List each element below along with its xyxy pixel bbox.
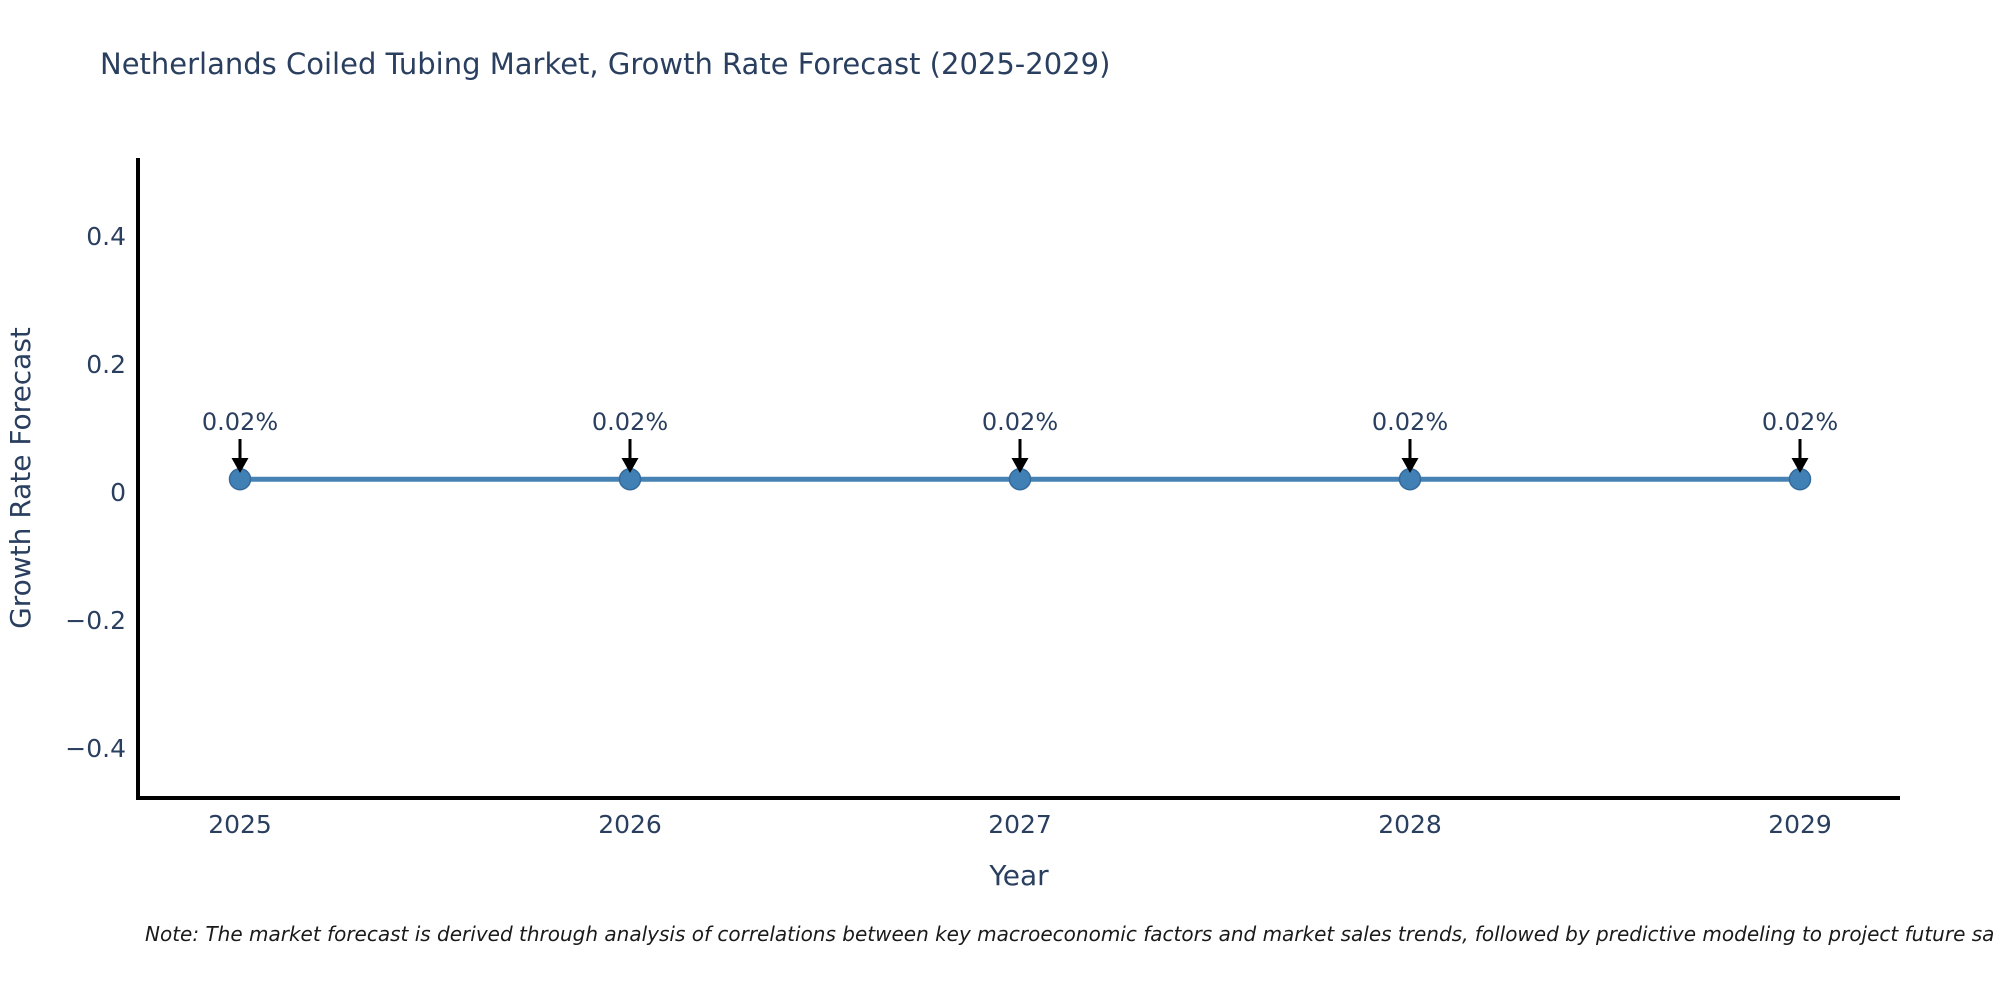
point-value-label: 0.02% [1372, 408, 1448, 436]
point-value-label: 0.02% [982, 408, 1058, 436]
annotation-arrowhead-icon [1011, 458, 1029, 473]
x-tick-labels: 2025 2026 2027 2028 2029 [208, 810, 1832, 839]
x-tick-label: 2025 [208, 810, 272, 839]
chart-title: Netherlands Coiled Tubing Market, Growth… [100, 47, 1110, 81]
x-tick-label: 2026 [598, 810, 662, 839]
point-value-label: 0.02% [592, 408, 668, 436]
axis-spines [136, 158, 1900, 800]
footnote: Note: The market forecast is derived thr… [145, 922, 1995, 946]
point-value-label: 0.02% [202, 408, 278, 436]
point-annotations: 0.02% 0.02% 0.02% 0.02% 0.02% [202, 408, 1838, 473]
y-tick-labels: 0.4 0.2 0 −0.2 −0.4 [65, 222, 126, 763]
annotation-arrowhead-icon [1791, 458, 1809, 473]
x-tick-label: 2027 [988, 810, 1052, 839]
y-tick-label: 0.4 [86, 222, 126, 251]
y-tick-label: −0.2 [65, 606, 126, 635]
point-value-label: 0.02% [1762, 408, 1838, 436]
y-axis-title: Growth Rate Forecast [4, 327, 37, 629]
annotation-arrowhead-icon [1401, 458, 1419, 473]
annotation-arrowhead-icon [621, 458, 639, 473]
annotation-arrowhead-icon [231, 458, 249, 473]
y-tick-label: 0.2 [86, 350, 126, 379]
x-tick-label: 2028 [1378, 810, 1442, 839]
x-tick-label: 2029 [1768, 810, 1832, 839]
y-tick-label: −0.4 [65, 734, 126, 763]
x-axis-title: Year [988, 859, 1049, 892]
y-tick-label: 0 [110, 478, 126, 507]
